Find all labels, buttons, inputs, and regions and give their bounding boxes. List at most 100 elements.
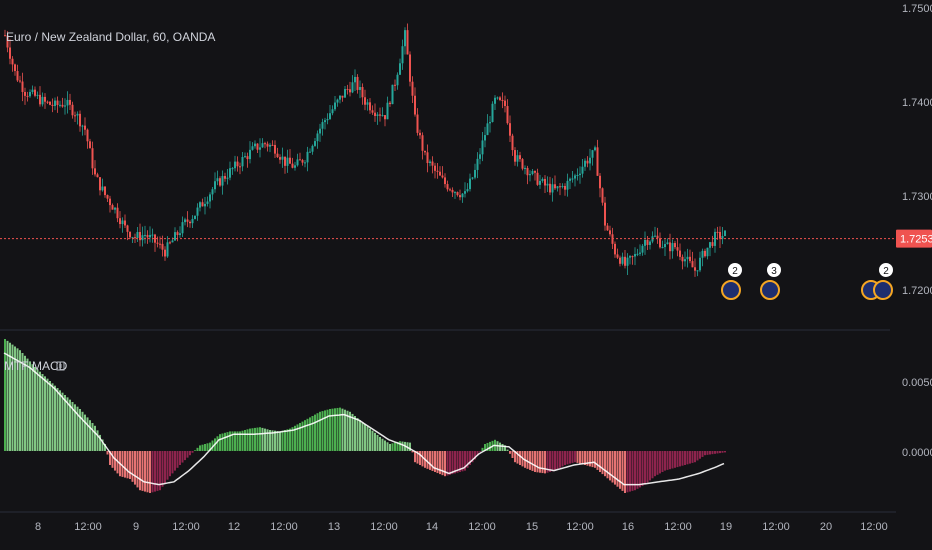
candle-body: [189, 221, 191, 224]
macd-histogram-bar: [199, 445, 201, 451]
candle: [31, 85, 34, 95]
macd-histogram-bar: [216, 436, 219, 451]
candle-body: [236, 161, 239, 167]
candle: [434, 162, 436, 179]
macd-axis[interactable]: 0.00500 0.00000: [902, 377, 932, 459]
candle-body: [146, 234, 149, 238]
candle-body: [419, 132, 421, 136]
candle-body: [239, 166, 241, 168]
candle-body: [131, 237, 134, 239]
macd-histogram-bar: [546, 451, 549, 473]
candle: [401, 39, 404, 70]
candle: [39, 86, 41, 107]
candle: [146, 230, 149, 244]
macd-histogram-bar: [139, 451, 141, 491]
event-marker[interactable]: 2: [721, 263, 742, 300]
candle: [564, 183, 566, 196]
candle-body: [694, 267, 696, 271]
candle: [724, 230, 726, 237]
candle: [196, 203, 199, 221]
macd-histogram-bar: [646, 451, 649, 483]
candle: [6, 31, 9, 53]
candle-body: [206, 201, 209, 204]
candle-body: [314, 141, 316, 146]
candle-body: [646, 239, 649, 245]
macd-histogram-bar: [171, 451, 174, 474]
time-tick: 12: [228, 521, 240, 533]
candle: [321, 118, 324, 136]
macd-histogram-bar: [434, 451, 436, 472]
candle: [439, 166, 441, 176]
candle-body: [606, 225, 609, 231]
candle: [179, 226, 181, 238]
candle-body: [276, 153, 279, 158]
candle-body: [451, 189, 454, 193]
candle-body: [29, 92, 31, 97]
candle: [104, 186, 106, 198]
macd-histogram-bar: [151, 451, 154, 493]
candle: [169, 240, 171, 245]
candle-body: [304, 162, 306, 164]
candle: [234, 155, 236, 172]
candle: [114, 206, 116, 214]
candle: [274, 140, 276, 158]
macd-histogram-bar: [219, 434, 221, 451]
macd-histogram-bar: [474, 451, 476, 460]
macd-histogram-bar: [666, 451, 669, 470]
candle: [66, 91, 69, 114]
candle-body: [196, 207, 199, 216]
macd-histogram-bar: [454, 451, 456, 474]
candle: [121, 217, 124, 233]
price-pane[interactable]: [4, 23, 726, 277]
macd-histogram-bar: [206, 443, 209, 451]
candle: [151, 228, 154, 243]
macd-histogram-bar: [109, 451, 111, 465]
candle: [701, 248, 704, 267]
candle: [19, 75, 21, 84]
macd-histogram-bar: [431, 451, 434, 471]
candle: [714, 228, 716, 253]
candle-body: [686, 256, 689, 260]
candle-body: [674, 243, 676, 248]
candle: [96, 172, 99, 178]
macd-histogram-bar: [61, 392, 64, 451]
candle: [694, 258, 696, 277]
eye-icon[interactable]: [56, 361, 65, 371]
candle-body: [311, 145, 314, 152]
candle: [86, 128, 89, 149]
candle-body: [211, 189, 214, 195]
candle: [544, 175, 546, 194]
macd-histogram-bar: [179, 451, 181, 465]
macd-histogram-bar: [306, 418, 309, 451]
macd-histogram-bar: [289, 428, 291, 451]
candle-body: [136, 232, 139, 238]
candle: [591, 149, 594, 166]
price-axis[interactable]: 1.75000 1.74000 1.73000 1.72000: [902, 3, 932, 297]
candle-body: [654, 235, 656, 237]
candle: [481, 131, 484, 162]
event-badge-count: 3: [771, 266, 777, 277]
candle: [319, 123, 321, 142]
candle-body: [671, 243, 674, 252]
candle: [639, 244, 641, 256]
candle-body: [291, 163, 294, 168]
candle-body: [94, 168, 96, 175]
macd-histogram-bar: [69, 399, 71, 451]
candle-body: [664, 244, 666, 248]
macd-histogram-bar: [89, 420, 91, 451]
candle-body: [34, 89, 36, 96]
macd-pane[interactable]: [3, 339, 726, 493]
candle: [561, 183, 564, 189]
candle: [704, 248, 706, 258]
time-axis[interactable]: 8 12:00 9 12:00 12 12:00 13 12:00 14 12:…: [0, 511, 896, 533]
macd-histogram-bar: [339, 407, 341, 451]
price-tick: 1.72000: [902, 285, 932, 297]
event-marker[interactable]: 3: [760, 263, 781, 300]
candle-body: [684, 259, 686, 262]
candle: [559, 183, 561, 196]
macd-histogram-bar: [579, 451, 581, 464]
event-marker[interactable]: 2: [861, 263, 893, 300]
candle: [369, 98, 371, 114]
candle: [59, 100, 61, 108]
